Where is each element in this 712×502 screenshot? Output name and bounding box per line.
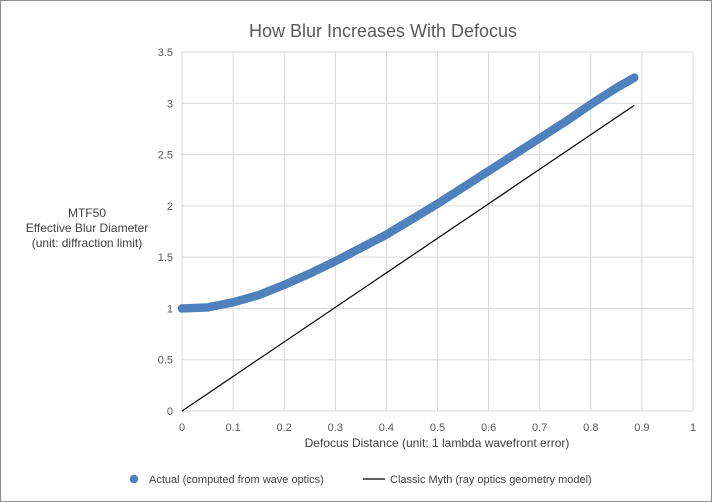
x-tick-label: 0.5	[430, 422, 445, 434]
y-tick-label: 2	[167, 201, 173, 213]
data-point	[629, 73, 639, 82]
series-1	[177, 73, 639, 313]
legend-label-myth: Classic Myth (ray optics geometry model)	[390, 474, 592, 486]
y-axis-label-line: Effective Blur Diameter	[26, 221, 149, 235]
series-2	[181, 104, 635, 412]
x-tick-label: 0.8	[583, 422, 598, 434]
y-tick-label: 0	[167, 406, 173, 418]
grid	[181, 51, 694, 412]
x-axis-label: Defocus Distance (unit: 1 lambda wavefro…	[305, 436, 570, 450]
series-layer	[177, 73, 639, 412]
y-tick-label: 0.5	[158, 355, 173, 367]
x-tick-label: 0.9	[634, 422, 649, 434]
x-tick-label: 0	[179, 422, 185, 434]
legend-label-actual: Actual (computed from wave optics)	[149, 474, 324, 486]
y-axis-label-line: (unit: diffraction limit)	[32, 236, 142, 250]
y-axis-label-line: MTF50	[68, 206, 106, 220]
x-tick-label: 0.4	[379, 422, 394, 434]
y-tick-label: 3	[167, 98, 173, 110]
y-tick-label: 3.5	[158, 47, 173, 59]
x-tick-label: 0.6	[481, 422, 496, 434]
x-tick-label: 1	[690, 422, 696, 434]
y-tick-label: 2.5	[158, 150, 173, 162]
x-tick-label: 0.2	[277, 422, 292, 434]
x-tick-labels: 0 0.1 0.2 0.3 0.4 0.5 0.6 0.7 0.8 0.9 1	[179, 422, 696, 434]
y-tick-label: 1	[167, 303, 173, 315]
x-tick-label: 0.7	[532, 422, 547, 434]
legend: Actual (computed from wave optics) Classi…	[129, 474, 592, 486]
chart-title: How Blur Increases With Defocus	[249, 21, 517, 41]
series-line	[181, 104, 635, 412]
x-tick-label: 0.1	[225, 422, 240, 434]
y-tick-label: 1.5	[158, 252, 173, 264]
legend-marker-actual	[129, 474, 139, 484]
x-tick-label: 0.3	[328, 422, 343, 434]
y-tick-labels: 0 0.5 1 1.5 2 2.5 3 3.5	[158, 47, 173, 418]
